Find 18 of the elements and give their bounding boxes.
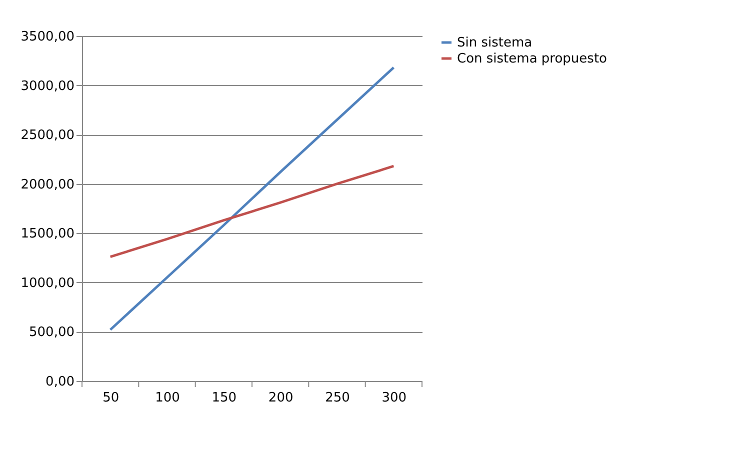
x-tick-label: 100 — [155, 390, 180, 406]
y-tick-label: 0,00 — [46, 374, 74, 390]
y-tick-label: 1000,00 — [20, 276, 74, 291]
legend-label: Sin sistema — [457, 36, 532, 50]
x-tick-label: 250 — [325, 390, 350, 406]
x-tick-label: 50 — [102, 390, 120, 406]
legend-label: Con sistema propuesto — [457, 52, 608, 66]
x-tick-label: 300 — [382, 390, 407, 406]
line-series — [109, 164, 395, 258]
y-tick-label: 3000,00 — [20, 78, 74, 94]
x-tick-label: 200 — [268, 390, 294, 406]
y-tick-label: 2000,00 — [20, 177, 74, 192]
y-tick-label: 3500,00 — [20, 30, 74, 44]
y-tick-label: 1500,00 — [20, 226, 74, 242]
x-tick-label: 150 — [212, 390, 237, 406]
y-tick-label: 2500,00 — [20, 128, 74, 144]
y-tick-label: 500,00 — [29, 325, 74, 340]
line-series — [109, 66, 395, 331]
